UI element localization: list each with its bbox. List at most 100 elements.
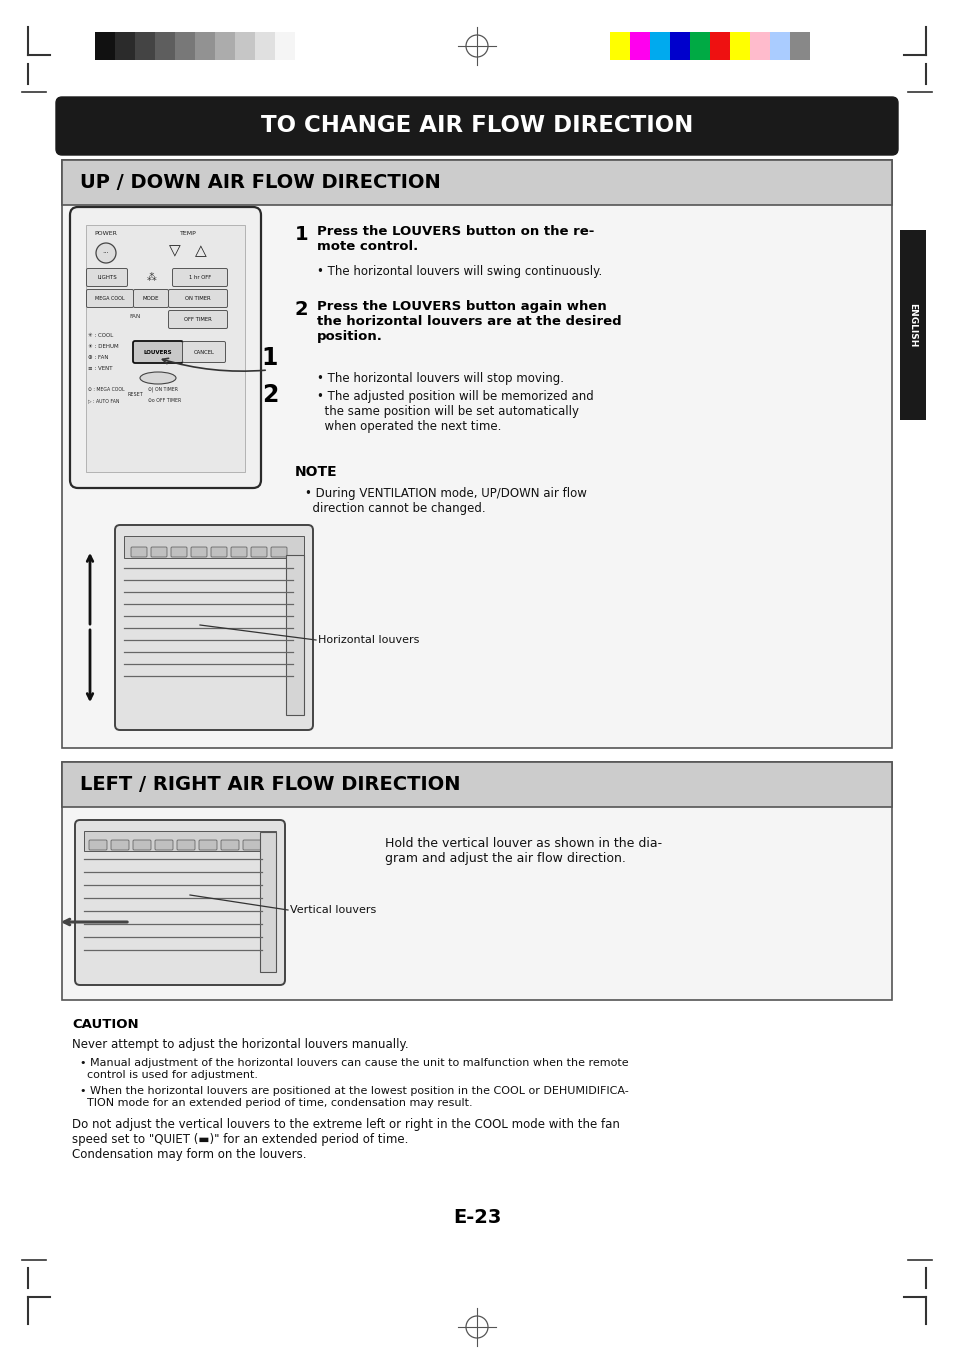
Text: CAUTION: CAUTION bbox=[71, 1019, 138, 1031]
Bar bbox=[629, 32, 649, 59]
Bar bbox=[234, 32, 254, 59]
FancyBboxPatch shape bbox=[191, 547, 207, 557]
FancyBboxPatch shape bbox=[70, 207, 261, 488]
Bar bbox=[124, 536, 304, 558]
FancyBboxPatch shape bbox=[199, 840, 216, 850]
Text: Press the LOUVERS button again when
the horizontal louvers are at the desired
po: Press the LOUVERS button again when the … bbox=[316, 300, 621, 343]
Text: ≡ : VENT: ≡ : VENT bbox=[88, 366, 112, 372]
Bar bbox=[95, 32, 115, 59]
Bar bbox=[294, 32, 314, 59]
Text: ···: ··· bbox=[103, 250, 110, 255]
Text: ⊙| ON TIMER: ⊙| ON TIMER bbox=[148, 386, 178, 393]
Bar bbox=[669, 32, 689, 59]
FancyBboxPatch shape bbox=[154, 840, 172, 850]
Bar bbox=[709, 32, 729, 59]
Text: Press the LOUVERS button on the re-
mote control.: Press the LOUVERS button on the re- mote… bbox=[316, 226, 594, 253]
FancyBboxPatch shape bbox=[89, 840, 107, 850]
Text: Never attempt to adjust the horizontal louvers manually.: Never attempt to adjust the horizontal l… bbox=[71, 1038, 408, 1051]
Text: OFF TIMER: OFF TIMER bbox=[184, 317, 212, 322]
Text: • During VENTILATION mode, UP/DOWN air flow
  direction cannot be changed.: • During VENTILATION mode, UP/DOWN air f… bbox=[305, 486, 586, 515]
Bar bbox=[729, 32, 749, 59]
FancyBboxPatch shape bbox=[87, 289, 133, 308]
FancyBboxPatch shape bbox=[221, 840, 239, 850]
Text: MODE: MODE bbox=[143, 296, 159, 301]
Text: TEMP: TEMP bbox=[179, 231, 196, 236]
FancyBboxPatch shape bbox=[243, 840, 261, 850]
Text: FAN: FAN bbox=[130, 313, 140, 319]
Text: • The adjusted position will be memorized and
  the same position will be set au: • The adjusted position will be memorize… bbox=[316, 390, 593, 434]
Text: ▽: ▽ bbox=[169, 243, 181, 258]
Bar bbox=[115, 32, 135, 59]
Text: TO CHANGE AIR FLOW DIRECTION: TO CHANGE AIR FLOW DIRECTION bbox=[260, 115, 693, 138]
Bar bbox=[899, 230, 925, 420]
FancyBboxPatch shape bbox=[75, 820, 285, 985]
Text: ON TIMER: ON TIMER bbox=[185, 296, 211, 301]
FancyBboxPatch shape bbox=[271, 547, 287, 557]
Bar bbox=[649, 32, 669, 59]
Bar bbox=[86, 226, 245, 471]
FancyBboxPatch shape bbox=[177, 840, 194, 850]
Text: ⊕ : FAN: ⊕ : FAN bbox=[88, 355, 109, 359]
Bar bbox=[62, 762, 891, 1000]
Text: E-23: E-23 bbox=[453, 1208, 500, 1227]
FancyBboxPatch shape bbox=[211, 547, 227, 557]
Text: Do not adjust the vertical louvers to the extreme left or right in the COOL mode: Do not adjust the vertical louvers to th… bbox=[71, 1119, 619, 1161]
Bar bbox=[609, 32, 629, 59]
Text: 1 hr OFF: 1 hr OFF bbox=[189, 276, 211, 280]
Text: Horizontal louvers: Horizontal louvers bbox=[317, 635, 419, 644]
Text: 2: 2 bbox=[294, 300, 309, 319]
Text: LOUVERS: LOUVERS bbox=[144, 350, 172, 354]
Text: ⊙ : MEGA COOL: ⊙ : MEGA COOL bbox=[88, 386, 125, 392]
Bar bbox=[154, 32, 174, 59]
FancyBboxPatch shape bbox=[87, 269, 128, 286]
Bar bbox=[749, 32, 769, 59]
Ellipse shape bbox=[140, 372, 175, 384]
Bar bbox=[286, 555, 304, 715]
Text: CANCEL: CANCEL bbox=[193, 350, 214, 354]
FancyBboxPatch shape bbox=[132, 340, 183, 363]
Text: 1: 1 bbox=[261, 346, 278, 370]
Text: ✳ : COOL: ✳ : COOL bbox=[88, 332, 113, 338]
Bar bbox=[62, 159, 891, 748]
Text: • The horizontal louvers will swing continuously.: • The horizontal louvers will swing cont… bbox=[316, 265, 601, 278]
Text: ☀ : DEHUM: ☀ : DEHUM bbox=[88, 345, 118, 349]
Text: LIGHTS: LIGHTS bbox=[97, 276, 117, 280]
Bar bbox=[769, 32, 789, 59]
Text: MEGA COOL: MEGA COOL bbox=[95, 296, 125, 301]
FancyBboxPatch shape bbox=[251, 547, 267, 557]
FancyBboxPatch shape bbox=[169, 289, 227, 308]
FancyBboxPatch shape bbox=[111, 840, 129, 850]
FancyBboxPatch shape bbox=[151, 547, 167, 557]
Text: NOTE: NOTE bbox=[294, 465, 337, 480]
Text: LEFT / RIGHT AIR FLOW DIRECTION: LEFT / RIGHT AIR FLOW DIRECTION bbox=[80, 775, 460, 794]
Bar bbox=[174, 32, 194, 59]
Bar bbox=[260, 832, 275, 971]
Bar bbox=[62, 159, 891, 205]
Bar bbox=[254, 32, 274, 59]
Text: △: △ bbox=[195, 243, 207, 258]
FancyBboxPatch shape bbox=[115, 526, 313, 730]
Text: POWER: POWER bbox=[94, 231, 117, 236]
Bar bbox=[84, 831, 275, 851]
FancyBboxPatch shape bbox=[169, 311, 227, 328]
FancyBboxPatch shape bbox=[133, 289, 169, 308]
Bar bbox=[789, 32, 809, 59]
Bar bbox=[689, 32, 709, 59]
Text: ⊙o OFF TIMER: ⊙o OFF TIMER bbox=[148, 399, 181, 403]
Circle shape bbox=[96, 243, 116, 263]
Bar bbox=[135, 32, 154, 59]
FancyBboxPatch shape bbox=[231, 547, 247, 557]
Text: RESET: RESET bbox=[127, 392, 143, 397]
Bar bbox=[274, 32, 294, 59]
FancyBboxPatch shape bbox=[182, 342, 225, 362]
Text: 2: 2 bbox=[261, 382, 278, 407]
Text: • When the horizontal louvers are positioned at the lowest position in the COOL : • When the horizontal louvers are positi… bbox=[80, 1086, 628, 1108]
FancyBboxPatch shape bbox=[56, 97, 897, 155]
Text: • The horizontal louvers will stop moving.: • The horizontal louvers will stop movin… bbox=[316, 372, 563, 385]
FancyBboxPatch shape bbox=[171, 547, 187, 557]
Text: UP / DOWN AIR FLOW DIRECTION: UP / DOWN AIR FLOW DIRECTION bbox=[80, 173, 440, 192]
FancyBboxPatch shape bbox=[131, 547, 147, 557]
Bar bbox=[62, 762, 891, 807]
Text: ENGLISH: ENGLISH bbox=[907, 303, 917, 347]
Text: • Manual adjustment of the horizontal louvers can cause the unit to malfunction : • Manual adjustment of the horizontal lo… bbox=[80, 1058, 628, 1079]
